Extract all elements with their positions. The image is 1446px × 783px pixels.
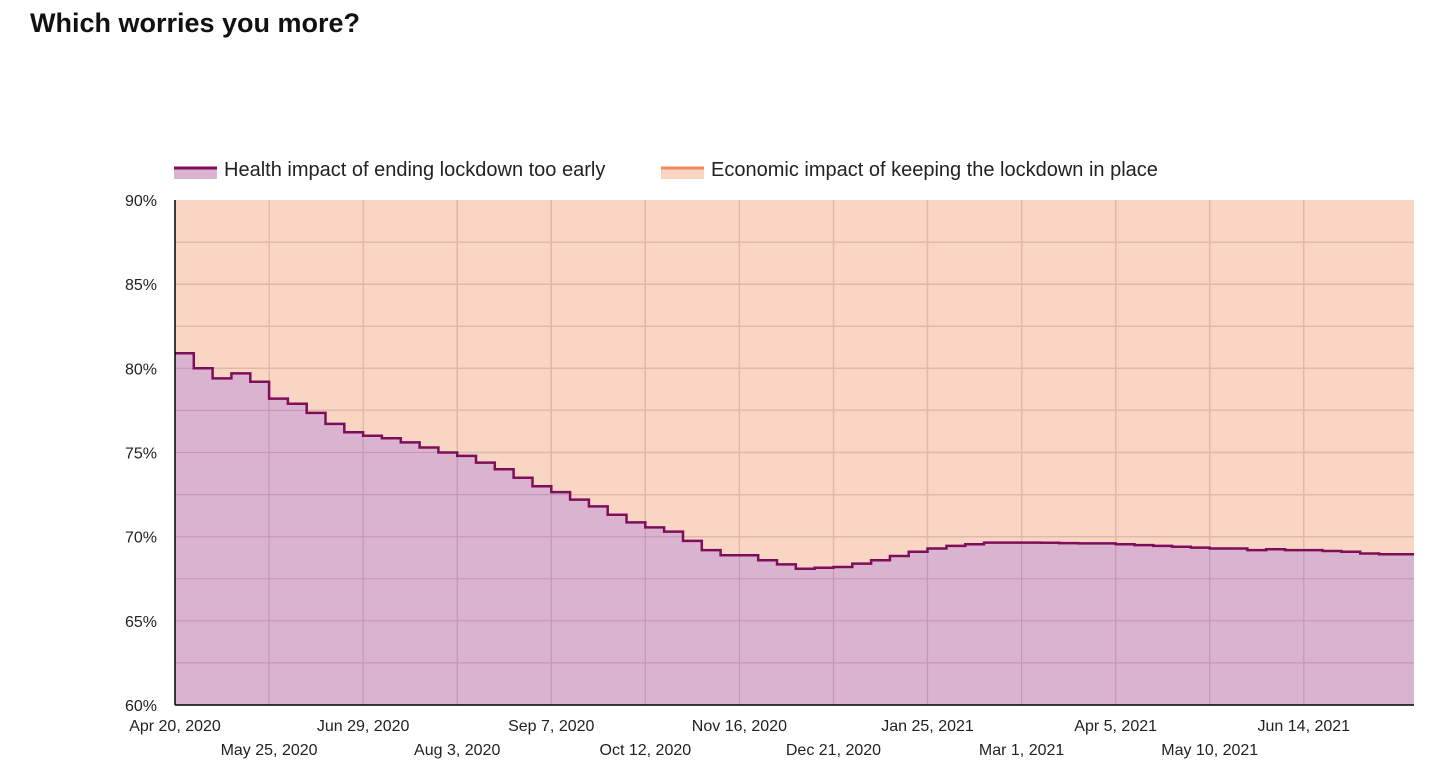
legend-label: Health impact of ending lockdown too ear… xyxy=(224,159,605,181)
x-tick-label: Mar 1, 2021 xyxy=(979,742,1064,759)
y-tick-label: 90% xyxy=(125,193,157,210)
x-tick-label: Jun 14, 2021 xyxy=(1258,718,1351,735)
legend: Health impact of ending lockdown too ear… xyxy=(174,159,1158,181)
y-tick-label: 70% xyxy=(125,530,157,547)
x-tick-label: Apr 5, 2021 xyxy=(1074,718,1157,735)
y-tick-label: 85% xyxy=(125,277,157,294)
y-tick-label: 75% xyxy=(125,446,157,463)
legend-economic: Economic impact of keeping the lockdown … xyxy=(661,159,1158,181)
legend-swatch-fill xyxy=(174,167,217,179)
x-tick-label: May 25, 2020 xyxy=(221,742,318,759)
series-areas xyxy=(175,353,1414,705)
x-tick-label: Oct 12, 2020 xyxy=(600,742,692,759)
axes xyxy=(174,200,1414,706)
x-tick-label: Sep 7, 2020 xyxy=(508,718,594,735)
x-tick-label: Jun 29, 2020 xyxy=(317,718,410,735)
gridlines xyxy=(175,200,1414,705)
x-tick-label: Aug 3, 2020 xyxy=(414,742,500,759)
x-tick-label: Nov 16, 2020 xyxy=(692,718,787,735)
health-impact-line xyxy=(175,351,1414,570)
legend-health: Health impact of ending lockdown too ear… xyxy=(174,159,605,181)
y-tick-label: 60% xyxy=(125,698,157,715)
legend-swatch-fill xyxy=(661,167,704,179)
x-tick-label: May 10, 2021 xyxy=(1161,742,1258,759)
y-axis-ticks: 60% 65% 70% 75% 80% 85% 90% xyxy=(125,193,157,715)
y-tick-label: 80% xyxy=(125,361,157,378)
x-tick-label: Dec 21, 2020 xyxy=(786,742,881,759)
x-tick-label: Jan 25, 2021 xyxy=(881,718,974,735)
legend-label: Economic impact of keeping the lockdown … xyxy=(711,159,1158,181)
series-lines xyxy=(175,351,1414,570)
health-impact-area xyxy=(175,353,1414,705)
y-tick-label: 65% xyxy=(125,614,157,631)
page-title: Which worries you more? xyxy=(30,8,361,38)
x-tick-label: Apr 20, 2020 xyxy=(129,718,221,735)
